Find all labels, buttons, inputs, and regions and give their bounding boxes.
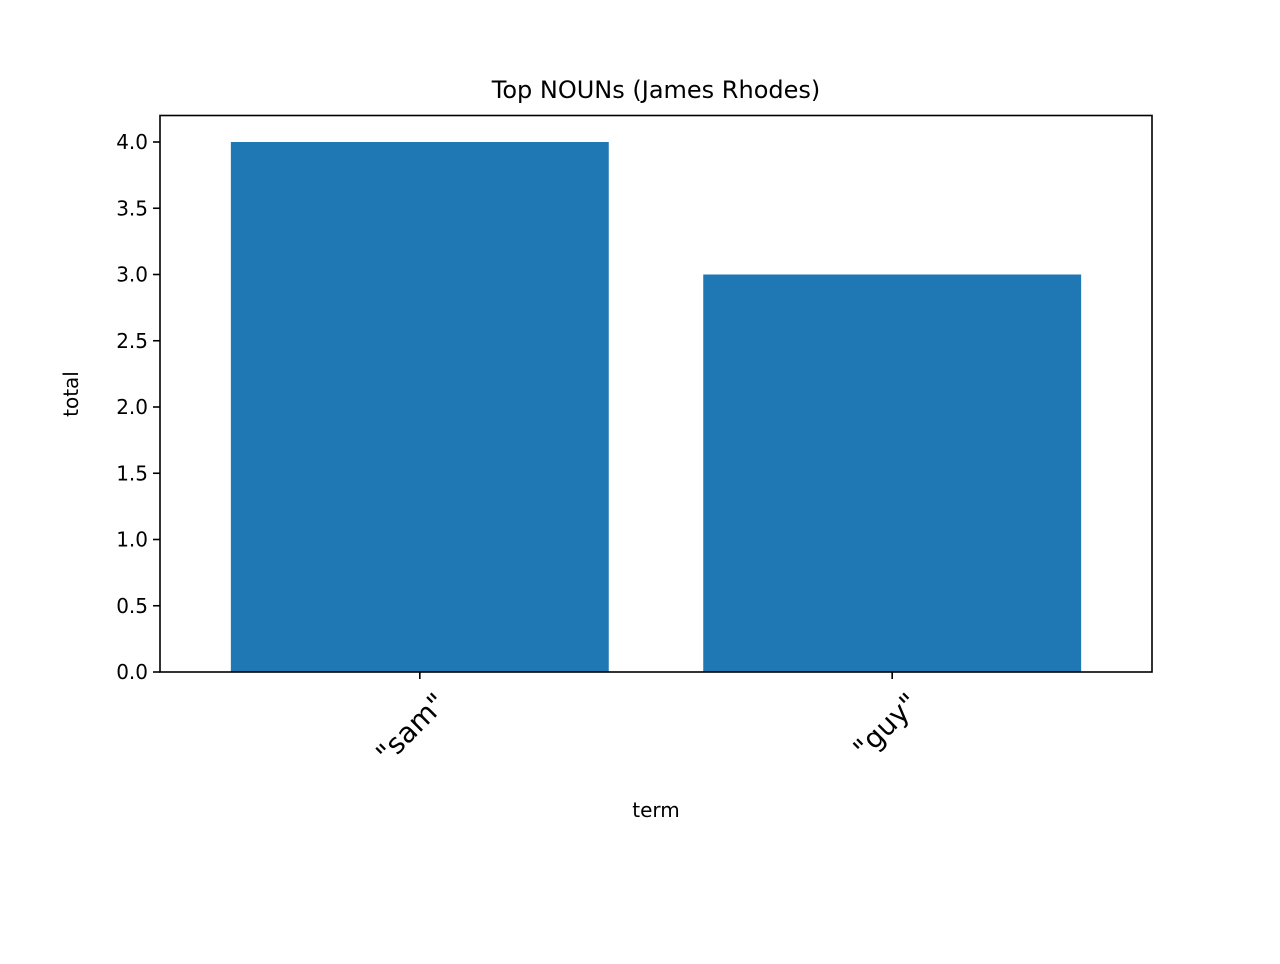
y-tick-label-0: 0.0 [116, 660, 148, 684]
x-axis-label: term [632, 798, 680, 822]
y-tick-label-2: 1.0 [116, 528, 148, 552]
y-tick-label-7: 3.5 [116, 196, 148, 220]
bar-1 [703, 274, 1082, 672]
y-tick-label-1: 0.5 [116, 594, 148, 618]
y-tick-label-6: 3.0 [116, 263, 148, 287]
y-tick-label-8: 4.0 [116, 130, 148, 154]
y-axis-ticks: 0.0 0.5 1.0 1.5 2.0 2.5 3.0 3.5 4.0 [116, 130, 160, 684]
y-tick-label-5: 2.5 [116, 329, 148, 353]
y-axis-label: total [59, 371, 83, 417]
y-tick-label-3: 1.5 [116, 461, 148, 485]
bar-0 [230, 142, 609, 672]
plot-area-frame [159, 114, 1153, 673]
chart-title: Top NOUNs (James Rhodes) [491, 76, 821, 104]
bars-layer [230, 142, 1082, 672]
y-tick-label-4: 2.0 [116, 395, 148, 419]
